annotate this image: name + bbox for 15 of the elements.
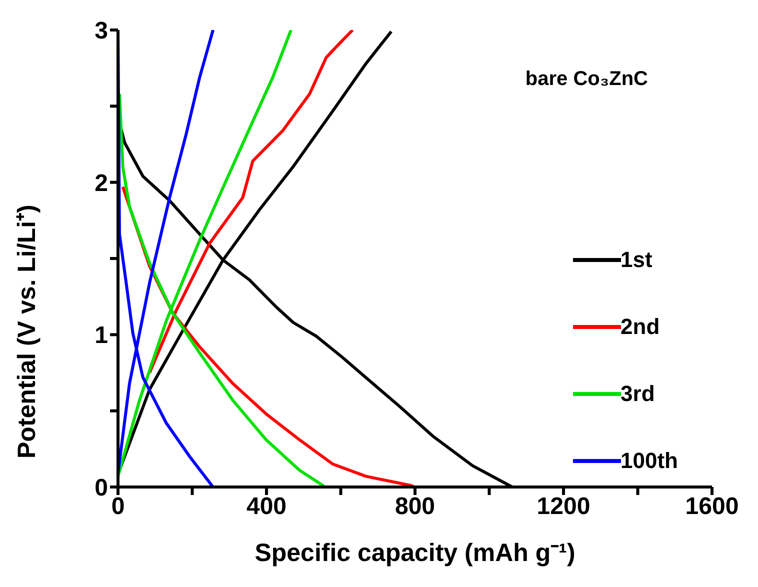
- legend-label: 100th: [620, 448, 678, 474]
- y-tick-label: 3: [94, 18, 108, 45]
- legend-label: 1st: [620, 246, 652, 272]
- y-tick-label: 2: [94, 170, 108, 197]
- legend-label: 3rd: [620, 380, 655, 406]
- x-tick-label: 400: [246, 493, 287, 520]
- annotation: bare Co₃ZnC: [525, 68, 648, 91]
- x-tick-label: 1600: [685, 493, 739, 520]
- y-tick-label: 1: [94, 322, 108, 350]
- y-tick-label: 0: [94, 474, 108, 502]
- legend-label: 2nd: [620, 314, 660, 340]
- x-axis-title: Specific capacity (mAh g⁻¹): [254, 539, 576, 567]
- x-tick-label: 800: [394, 493, 436, 520]
- x-tick-label: 1200: [536, 493, 590, 520]
- y-axis-title: Potential (V vs. Li/Li⁺): [12, 204, 41, 458]
